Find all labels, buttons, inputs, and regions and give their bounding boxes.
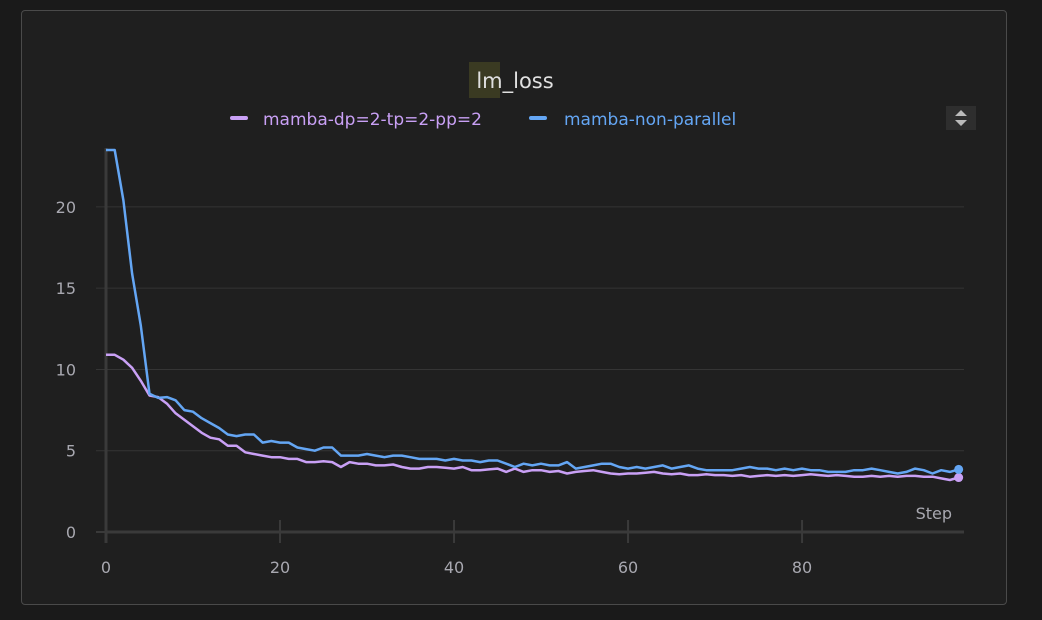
legend-scroll-button[interactable] <box>946 106 976 130</box>
y-tick-label: 15 <box>56 279 76 298</box>
legend: mamba-dp=2-tp=2-pp=2 mamba-non-parallel <box>230 110 736 130</box>
y-tick-label: 5 <box>66 442 76 461</box>
chart-panel <box>21 10 1007 605</box>
x-tick-label: 80 <box>792 558 812 577</box>
sort-icon <box>955 110 967 126</box>
x-tick-label: 20 <box>270 558 290 577</box>
y-tick-label: 20 <box>56 198 76 217</box>
y-tick-label: 0 <box>66 523 76 542</box>
x-tick-label: 40 <box>444 558 464 577</box>
legend-swatch <box>529 116 547 120</box>
series-line-0 <box>106 353 959 482</box>
x-tick-label: 60 <box>618 558 638 577</box>
chart-title: lm_loss <box>476 69 553 94</box>
series-end-marker-0 <box>954 473 964 483</box>
y-tick-label: 10 <box>56 360 76 379</box>
legend-label[interactable]: mamba-dp=2-tp=2-pp=2 <box>263 110 482 130</box>
title-highlight <box>469 62 500 98</box>
legend-label[interactable]: mamba-non-parallel <box>564 110 736 130</box>
x-axis-label: Step <box>916 504 952 523</box>
legend-swatch <box>230 116 248 120</box>
series-end-marker-1 <box>954 464 964 474</box>
series-line-1 <box>106 148 959 475</box>
x-tick-label: 0 <box>101 558 111 577</box>
